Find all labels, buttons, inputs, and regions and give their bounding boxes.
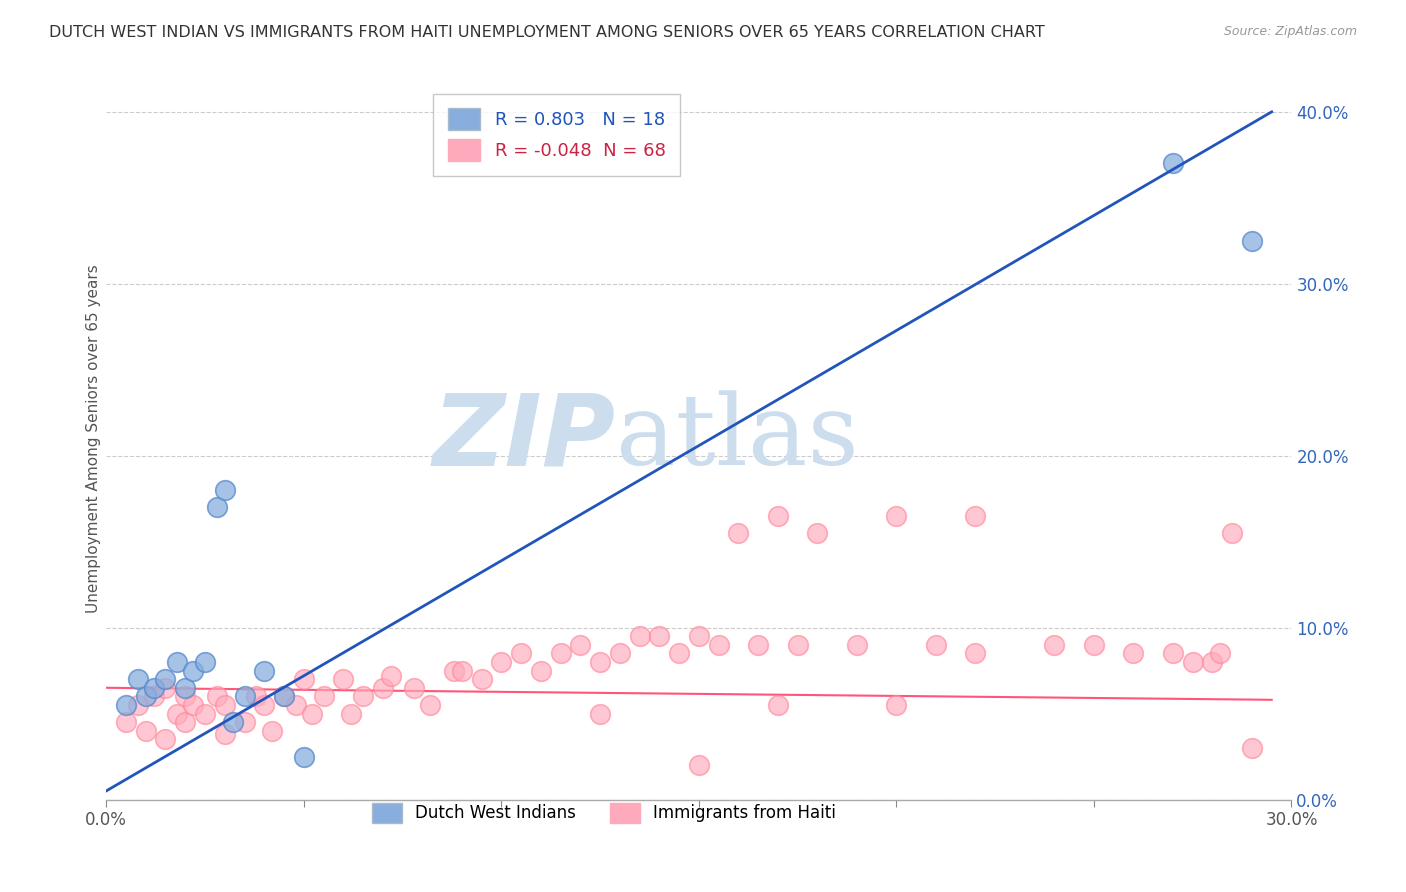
Point — [166, 706, 188, 721]
Point — [925, 638, 948, 652]
Point — [1181, 655, 1204, 669]
Point — [340, 706, 363, 721]
Point — [380, 669, 402, 683]
Point — [194, 655, 217, 669]
Point — [786, 638, 808, 652]
Point — [1209, 646, 1232, 660]
Point — [253, 664, 276, 678]
Point — [332, 672, 354, 686]
Point — [1083, 638, 1105, 652]
Point — [589, 706, 612, 721]
Point — [965, 646, 987, 660]
Point — [253, 698, 276, 712]
Point — [1220, 526, 1243, 541]
Point — [127, 698, 149, 712]
Point — [1201, 655, 1223, 669]
Point — [142, 690, 165, 704]
Text: ZIP: ZIP — [433, 390, 616, 487]
Point — [589, 655, 612, 669]
Point — [806, 526, 828, 541]
Point — [174, 681, 197, 695]
Point — [550, 646, 572, 660]
Point — [155, 681, 177, 695]
Point — [262, 723, 284, 738]
Point — [205, 690, 228, 704]
Point — [245, 690, 267, 704]
Point — [155, 732, 177, 747]
Point — [371, 681, 394, 695]
Point — [233, 715, 256, 730]
Point — [747, 638, 769, 652]
Text: Source: ZipAtlas.com: Source: ZipAtlas.com — [1223, 25, 1357, 38]
Point — [273, 690, 295, 704]
Point — [1043, 638, 1066, 652]
Point — [688, 758, 710, 772]
Point — [284, 698, 307, 712]
Point — [142, 681, 165, 695]
Point — [886, 698, 908, 712]
Point — [688, 629, 710, 643]
Point — [181, 698, 204, 712]
Point — [312, 690, 335, 704]
Point — [648, 629, 671, 643]
Point — [707, 638, 730, 652]
Text: atlas: atlas — [616, 391, 859, 486]
Legend: Dutch West Indians, Immigrants from Haiti: Dutch West Indians, Immigrants from Hait… — [360, 791, 848, 835]
Point — [273, 690, 295, 704]
Point — [419, 698, 441, 712]
Point — [115, 698, 138, 712]
Point — [727, 526, 749, 541]
Point — [194, 706, 217, 721]
Point — [766, 508, 789, 523]
Point — [292, 672, 315, 686]
Point — [352, 690, 374, 704]
Point — [205, 500, 228, 515]
Point — [1240, 234, 1263, 248]
Point — [214, 698, 236, 712]
Point — [668, 646, 690, 660]
Point — [301, 706, 323, 721]
Point — [450, 664, 472, 678]
Text: DUTCH WEST INDIAN VS IMMIGRANTS FROM HAITI UNEMPLOYMENT AMONG SENIORS OVER 65 YE: DUTCH WEST INDIAN VS IMMIGRANTS FROM HAI… — [49, 25, 1045, 40]
Point — [510, 646, 533, 660]
Point — [174, 715, 197, 730]
Point — [233, 690, 256, 704]
Point — [569, 638, 592, 652]
Point — [174, 690, 197, 704]
Point — [609, 646, 631, 660]
Point — [127, 672, 149, 686]
Point — [155, 672, 177, 686]
Point — [135, 690, 157, 704]
Point — [115, 715, 138, 730]
Point — [135, 723, 157, 738]
Point — [1161, 156, 1184, 170]
Point — [221, 715, 243, 730]
Point — [886, 508, 908, 523]
Point — [491, 655, 513, 669]
Point — [214, 483, 236, 497]
Point — [181, 664, 204, 678]
Point — [292, 749, 315, 764]
Point — [214, 727, 236, 741]
Point — [965, 508, 987, 523]
Point — [845, 638, 868, 652]
Point — [1122, 646, 1144, 660]
Point — [404, 681, 426, 695]
Point — [530, 664, 553, 678]
Point — [1161, 646, 1184, 660]
Point — [443, 664, 465, 678]
Point — [1240, 741, 1263, 756]
Y-axis label: Unemployment Among Seniors over 65 years: Unemployment Among Seniors over 65 years — [86, 264, 101, 613]
Point — [471, 672, 494, 686]
Point — [166, 655, 188, 669]
Point — [766, 698, 789, 712]
Point — [628, 629, 651, 643]
